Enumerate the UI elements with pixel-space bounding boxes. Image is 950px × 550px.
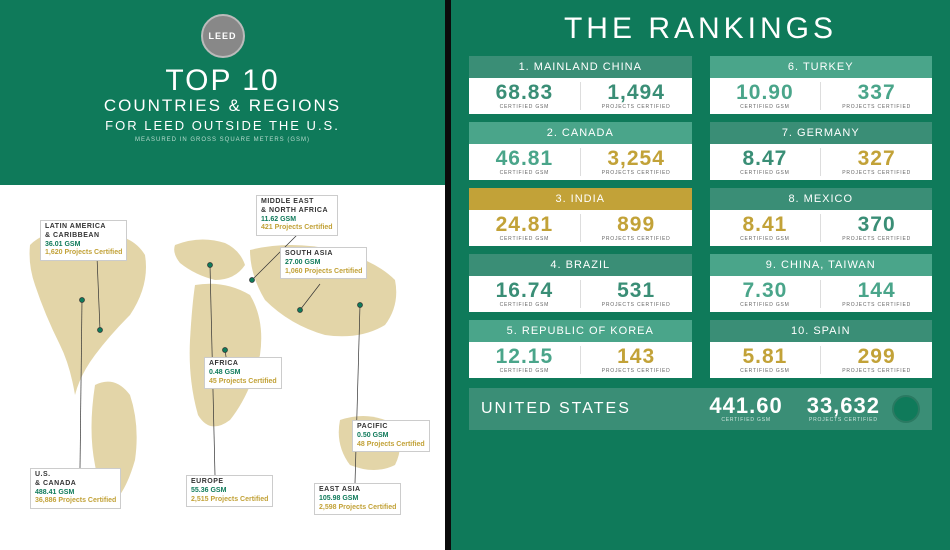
left-panel: LEED TOP 10 COUNTRIES & REGIONS FOR LEED… — [0, 0, 445, 550]
ranking-card: 7. GERMANY8.47CERTIFIED GSM327PROJECTS C… — [710, 122, 933, 180]
ranking-gsm: 5.81CERTIFIED GSM — [710, 346, 821, 374]
us-gsm-stat: 441.60 CERTIFIED GSM — [709, 395, 782, 423]
ranking-card-body: 12.15CERTIFIED GSM143PROJECTS CERTIFIED — [469, 342, 692, 378]
ranking-gsm: 16.74CERTIFIED GSM — [469, 280, 580, 308]
rankings-title: THE RANKINGS — [469, 12, 932, 46]
map-region-label: MIDDLE EAST& NORTH AFRICA11.62 GSM421 Pr… — [256, 195, 338, 236]
ranking-card-body: 8.47CERTIFIED GSM327PROJECTS CERTIFIED — [710, 144, 933, 180]
ranking-card-header: 2. CANADA — [469, 122, 692, 144]
ranking-card-body: 68.83CERTIFIED GSM1,494PROJECTS CERTIFIE… — [469, 78, 692, 114]
ranking-card: 3. INDIA24.81CERTIFIED GSM899PROJECTS CE… — [469, 188, 692, 246]
ranking-gsm: 46.81CERTIFIED GSM — [469, 148, 580, 176]
ranking-card: 5. REPUBLIC OF KOREA12.15CERTIFIED GSM14… — [469, 320, 692, 378]
ranking-card-header: 8. MEXICO — [710, 188, 933, 210]
map-region-label: LATIN AMERICA& CARIBBEAN36.01 GSM1,620 P… — [40, 220, 127, 261]
ranking-gsm: 7.30CERTIFIED GSM — [710, 280, 821, 308]
ranking-card-body: 7.30CERTIFIED GSM144PROJECTS CERTIFIED — [710, 276, 933, 312]
left-header: LEED TOP 10 COUNTRIES & REGIONS FOR LEED… — [0, 0, 445, 185]
title-sub2: FOR LEED OUTSIDE THE U.S. — [0, 118, 445, 133]
ranking-projects: 143PROJECTS CERTIFIED — [580, 346, 692, 374]
map-region-label: AFRICA0.48 GSM45 Projects Certified — [204, 357, 282, 389]
ranking-card-body: 46.81CERTIFIED GSM3,254PROJECTS CERTIFIE… — [469, 144, 692, 180]
ranking-gsm: 24.81CERTIFIED GSM — [469, 214, 580, 242]
map-region-label: PACIFIC0.50 GSM48 Projects Certified — [352, 420, 430, 452]
ranking-projects: 1,494PROJECTS CERTIFIED — [580, 82, 692, 110]
ranking-gsm: 68.83CERTIFIED GSM — [469, 82, 580, 110]
map-region-label: EAST ASIA105.98 GSM2,598 Projects Certif… — [314, 483, 401, 515]
map-region-label: EUROPE55.36 GSM2,515 Projects Certified — [186, 475, 273, 507]
ranking-card: 1. MAINLAND CHINA68.83CERTIFIED GSM1,494… — [469, 56, 692, 114]
ranking-gsm: 8.47CERTIFIED GSM — [710, 148, 821, 176]
ranking-card-body: 10.90CERTIFIED GSM337PROJECTS CERTIFIED — [710, 78, 933, 114]
ranking-projects: 327PROJECTS CERTIFIED — [820, 148, 932, 176]
us-summary-row: UNITED STATES 441.60 CERTIFIED GSM 33,63… — [469, 388, 932, 430]
ranking-card-header: 1. MAINLAND CHINA — [469, 56, 692, 78]
ranking-card: 9. CHINA, TAIWAN7.30CERTIFIED GSM144PROJ… — [710, 254, 933, 312]
ranking-card-header: 5. REPUBLIC OF KOREA — [469, 320, 692, 342]
world-map: LATIN AMERICA& CARIBBEAN36.01 GSM1,620 P… — [0, 185, 445, 550]
ranking-projects: 370PROJECTS CERTIFIED — [820, 214, 932, 242]
ranking-gsm: 10.90CERTIFIED GSM — [710, 82, 821, 110]
ranking-card: 10. SPAIN5.81CERTIFIED GSM299PROJECTS CE… — [710, 320, 933, 378]
leed-logo-icon: LEED — [201, 14, 245, 58]
us-gsm-value: 441.60 — [709, 395, 782, 417]
ranking-card-header: 4. BRAZIL — [469, 254, 692, 276]
ranking-gsm: 12.15CERTIFIED GSM — [469, 346, 580, 374]
ranking-projects: 899PROJECTS CERTIFIED — [580, 214, 692, 242]
us-projects-value: 33,632 — [807, 395, 880, 417]
map-region-label: SOUTH ASIA27.00 GSM1,060 Projects Certif… — [280, 247, 367, 279]
ranking-card-body: 24.81CERTIFIED GSM899PROJECTS CERTIFIED — [469, 210, 692, 246]
ranking-card-header: 7. GERMANY — [710, 122, 933, 144]
rankings-grid: 1. MAINLAND CHINA68.83CERTIFIED GSM1,494… — [469, 56, 932, 378]
ranking-card-body: 8.41CERTIFIED GSM370PROJECTS CERTIFIED — [710, 210, 933, 246]
title-sub: COUNTRIES & REGIONS — [0, 96, 445, 116]
ranking-card: 6. TURKEY10.90CERTIFIED GSM337PROJECTS C… — [710, 56, 933, 114]
ranking-card-body: 16.74CERTIFIED GSM531PROJECTS CERTIFIED — [469, 276, 692, 312]
ranking-projects: 299PROJECTS CERTIFIED — [820, 346, 932, 374]
ranking-projects: 144PROJECTS CERTIFIED — [820, 280, 932, 308]
ranking-card: 8. MEXICO8.41CERTIFIED GSM370PROJECTS CE… — [710, 188, 933, 246]
us-projects-stat: 33,632 PROJECTS CERTIFIED — [807, 395, 880, 423]
title-note: MEASURED IN GROSS SQUARE METERS (GSM) — [0, 137, 445, 143]
map-region-label: U.S.& CANADA488.41 GSM36,886 Projects Ce… — [30, 468, 121, 509]
ranking-card: 4. BRAZIL16.74CERTIFIED GSM531PROJECTS C… — [469, 254, 692, 312]
right-panel: THE RANKINGS 1. MAINLAND CHINA68.83CERTI… — [451, 0, 950, 550]
ranking-card: 2. CANADA46.81CERTIFIED GSM3,254PROJECTS… — [469, 122, 692, 180]
ranking-projects: 531PROJECTS CERTIFIED — [580, 280, 692, 308]
ranking-card-header: 3. INDIA — [469, 188, 692, 210]
ranking-card-body: 5.81CERTIFIED GSM299PROJECTS CERTIFIED — [710, 342, 933, 378]
ranking-projects: 337PROJECTS CERTIFIED — [820, 82, 932, 110]
ranking-card-header: 6. TURKEY — [710, 56, 933, 78]
ranking-gsm: 8.41CERTIFIED GSM — [710, 214, 821, 242]
ranking-card-header: 10. SPAIN — [710, 320, 933, 342]
title-main: TOP 10 — [0, 64, 445, 98]
us-projects-label: PROJECTS CERTIFIED — [807, 417, 880, 423]
us-title: UNITED STATES — [481, 400, 697, 418]
usgbc-seal-icon — [892, 395, 920, 423]
ranking-card-header: 9. CHINA, TAIWAN — [710, 254, 933, 276]
ranking-projects: 3,254PROJECTS CERTIFIED — [580, 148, 692, 176]
